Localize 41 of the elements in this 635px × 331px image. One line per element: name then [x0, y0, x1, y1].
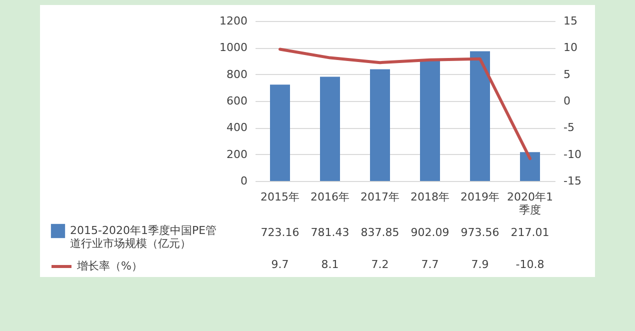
y-tick-label: 0	[240, 174, 248, 188]
y2-tick-label: -15	[564, 174, 582, 188]
bar	[420, 60, 440, 181]
y2-tick-label: 0	[564, 94, 570, 108]
y-tick-label: 200	[226, 148, 248, 161]
y2-tick-label: -10	[564, 148, 582, 161]
data-label: 723.16	[260, 226, 300, 239]
bar	[270, 84, 290, 181]
x-tick-label: 2019年	[460, 190, 500, 204]
data-label: 217.01	[510, 226, 550, 239]
y-tick-label: 600	[226, 94, 248, 108]
y2-tick-label: -5	[564, 121, 574, 134]
bar	[520, 152, 540, 181]
x-tick-label: 2017年	[360, 190, 400, 204]
y2-tick-label: 10	[564, 41, 578, 54]
x-tick-label: 2015年	[260, 190, 300, 204]
data-label: 7.2	[371, 258, 389, 271]
data-label: 781.43	[310, 226, 350, 239]
y-tick-label: 400	[226, 121, 248, 134]
data-label: 973.56	[460, 226, 500, 239]
bar	[370, 69, 390, 181]
y-tick-label: 800	[226, 68, 248, 81]
bar	[470, 51, 490, 181]
legend-label: 增长率（%）	[76, 260, 142, 272]
x-tick-label: 2020年1季度	[507, 190, 553, 216]
data-label: 7.7	[421, 258, 439, 271]
x-tick-label: 2016年	[310, 190, 350, 204]
data-label: 9.7	[271, 258, 289, 271]
y2-tick-label: 15	[564, 14, 578, 28]
data-label: -10.8	[516, 258, 544, 271]
x-tick-label: 2018年	[410, 190, 450, 204]
line-series	[278, 48, 532, 160]
data-label: 837.85	[360, 226, 400, 239]
y-tick-label: 1000	[220, 41, 248, 54]
bar	[320, 76, 340, 181]
legend-label: 2015-2020年1季度中国PE管道行业市场规模（亿元）	[70, 224, 217, 250]
y2-tick-label: 5	[564, 68, 570, 81]
data-label: 8.1	[321, 258, 339, 271]
data-label: 7.9	[471, 258, 489, 271]
y-tick-label: 1200	[220, 14, 248, 28]
data-label: 902.09	[410, 226, 450, 239]
